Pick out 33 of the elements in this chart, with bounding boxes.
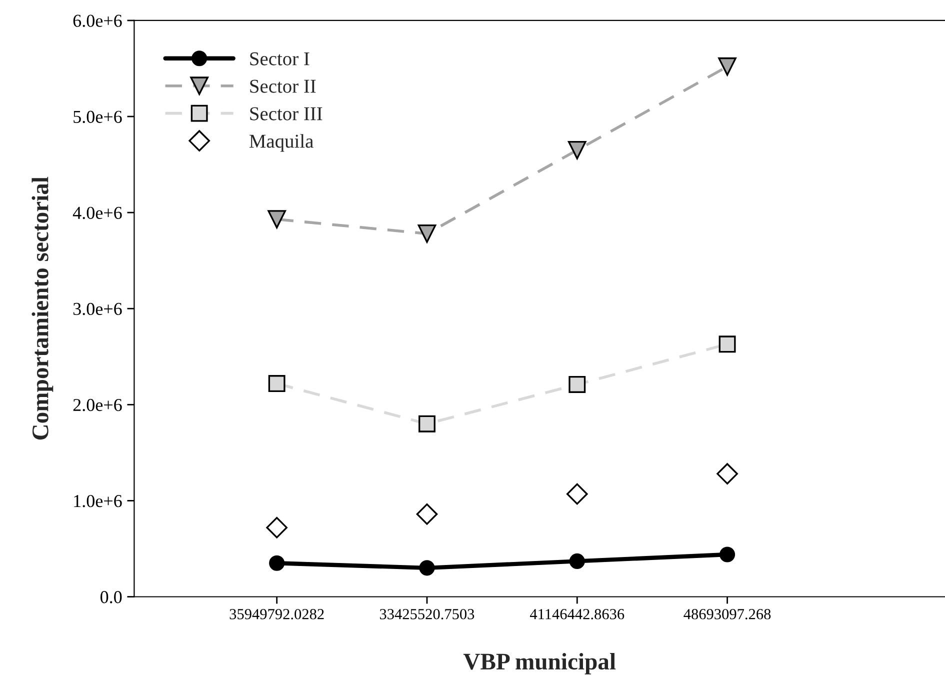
point	[416, 503, 438, 525]
point	[268, 210, 286, 228]
point	[569, 553, 585, 569]
point	[718, 57, 736, 76]
y-tick-label: 5.0e+6	[74, 110, 122, 124]
point	[268, 375, 286, 392]
x-tick-label: 33425520.7503	[380, 608, 474, 620]
y-tick-label: 2.0e+6	[73, 398, 122, 412]
y-axis-title: Comportamiento sectorial	[32, 176, 54, 440]
point	[568, 140, 586, 160]
x-axis-title: VBP municipal	[463, 652, 616, 674]
point	[418, 415, 436, 432]
x-tick-label: 41146442.8636	[530, 608, 624, 620]
point	[718, 336, 736, 353]
point	[419, 560, 435, 576]
legend-label: Sector I	[250, 52, 310, 66]
point	[720, 546, 736, 562]
point	[418, 224, 436, 243]
y-tick-label: 4.0e+6	[72, 206, 122, 220]
legend-label: Sector II	[250, 80, 316, 93]
y-tick-label: 3.0e+6	[73, 302, 122, 316]
point	[266, 516, 288, 538]
x-tick-label: 48693097.268	[684, 608, 771, 620]
point	[568, 376, 586, 393]
y-tick-label: 1.0e+6	[74, 494, 122, 508]
y-tick-label: 6.0e+6	[73, 14, 122, 27]
legend-label: Sector III	[250, 107, 322, 120]
point	[716, 463, 738, 484]
point	[269, 555, 285, 571]
y-tick-label: 0.0	[100, 591, 122, 604]
legend-label: Maquila	[249, 134, 314, 152]
x-tick-label: 35949792.0282	[230, 608, 324, 620]
point	[566, 483, 588, 505]
